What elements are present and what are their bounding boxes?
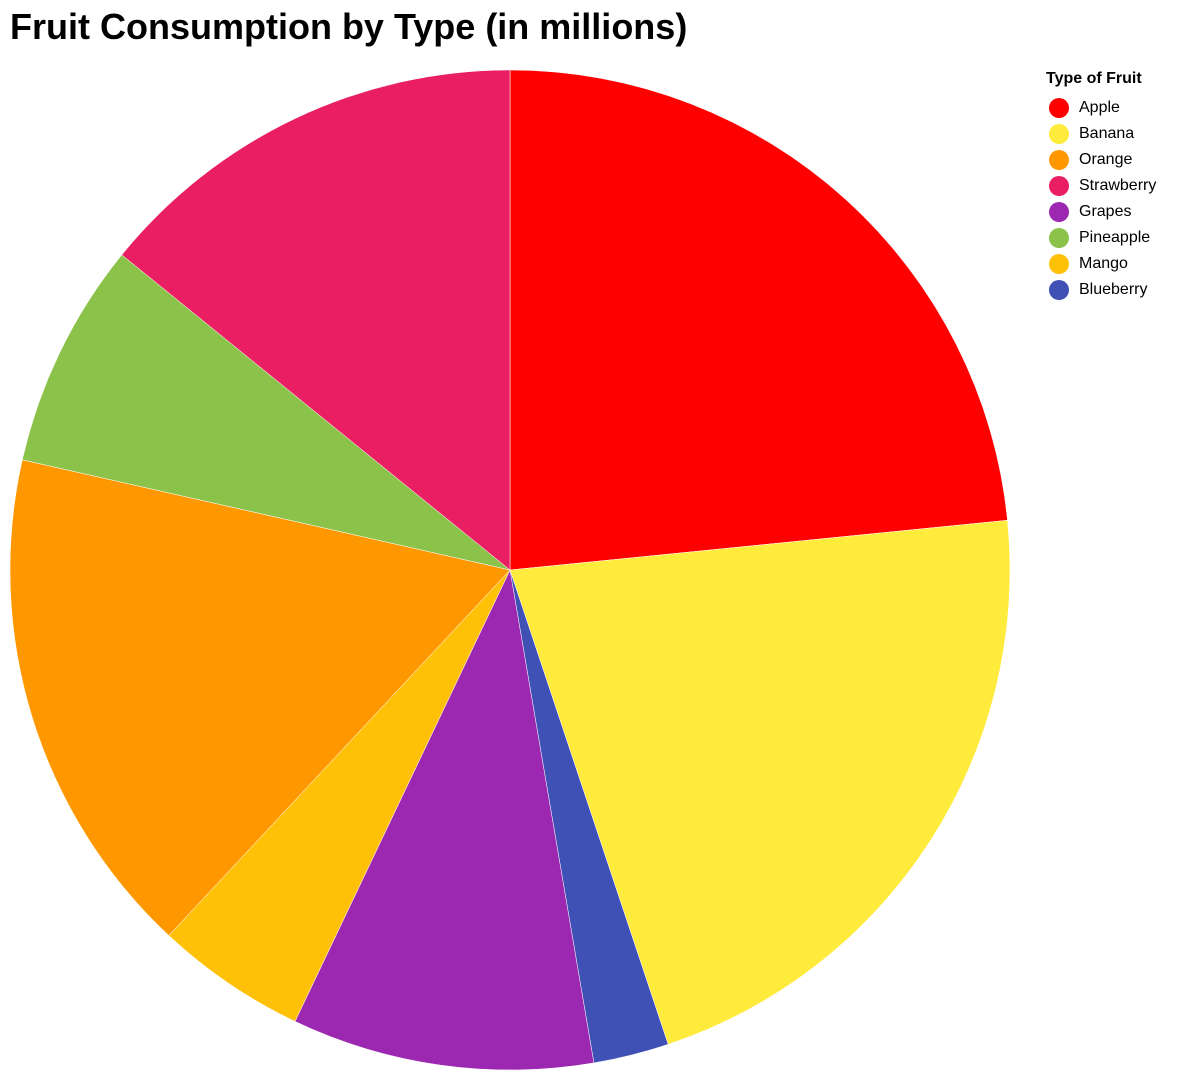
legend-swatch-blueberry <box>1049 280 1069 300</box>
legend-swatch-orange <box>1049 150 1069 170</box>
legend-item-mango: Mango <box>1046 251 1186 277</box>
legend-label-orange: Orange <box>1079 151 1133 168</box>
legend-label-apple: Apple <box>1079 99 1120 116</box>
legend-item-banana: Banana <box>1046 121 1186 147</box>
pie-slice-apple <box>509 69 1008 571</box>
chart-title: Fruit Consumption by Type (in millions) <box>10 6 688 47</box>
legend-item-grapes: Grapes <box>1046 199 1186 225</box>
legend-swatch-mango <box>1049 254 1069 274</box>
legend-item-blueberry: Blueberry <box>1046 277 1186 303</box>
legend-swatch-grapes <box>1049 202 1069 222</box>
legend-label-blueberry: Blueberry <box>1079 281 1148 298</box>
pie-slice-strawberry <box>121 69 511 571</box>
legend-swatch-pineapple <box>1049 228 1069 248</box>
legend-items: Apple Banana Orange Strawberry Grapes Pineapp… <box>1046 95 1186 303</box>
legend-label-strawberry: Strawberry <box>1079 177 1157 194</box>
pie-slices <box>9 69 1011 1071</box>
legend-item-strawberry: Strawberry <box>1046 173 1186 199</box>
legend-swatch-banana <box>1049 124 1069 144</box>
pie-slice-banana <box>509 520 1011 1045</box>
pie-slice-orange <box>9 459 511 936</box>
legend-item-orange: Orange <box>1046 147 1186 173</box>
legend-item-apple: Apple <box>1046 95 1186 121</box>
legend: Type of Fruit Apple Banana Orange Strawberr… <box>1046 70 1186 303</box>
legend-label-mango: Mango <box>1079 255 1128 272</box>
legend-label-grapes: Grapes <box>1079 203 1132 220</box>
pie-slice-pineapple <box>21 254 511 571</box>
legend-title: Type of Fruit <box>1046 70 1142 87</box>
legend-label-pineapple: Pineapple <box>1079 229 1151 246</box>
legend-swatch-apple <box>1049 98 1069 118</box>
pie-slice-mango <box>168 569 511 1022</box>
legend-item-pineapple: Pineapple <box>1046 225 1186 251</box>
pie-slice-grapes <box>294 569 595 1071</box>
legend-swatch-strawberry <box>1049 176 1069 196</box>
legend-label-banana: Banana <box>1079 125 1135 142</box>
